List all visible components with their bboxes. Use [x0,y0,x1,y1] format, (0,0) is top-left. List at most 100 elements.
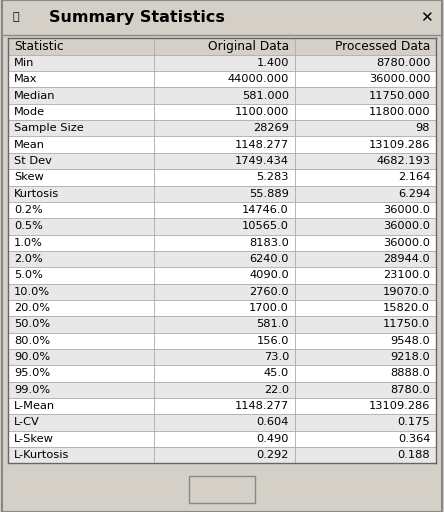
Text: 50.0%: 50.0% [14,319,50,329]
Text: Skew: Skew [14,173,44,182]
Text: 98: 98 [416,123,430,133]
Text: 1.400: 1.400 [257,58,289,68]
Text: 99.0%: 99.0% [14,385,50,395]
FancyBboxPatch shape [8,234,436,251]
FancyBboxPatch shape [8,349,436,365]
Text: 13109.286: 13109.286 [369,401,430,411]
Text: 6240.0: 6240.0 [250,254,289,264]
Text: 23100.0: 23100.0 [383,270,430,281]
FancyBboxPatch shape [8,414,436,431]
Text: 0.292: 0.292 [257,450,289,460]
Text: 0.490: 0.490 [257,434,289,444]
Text: 44000.000: 44000.000 [228,74,289,84]
Text: 19070.0: 19070.0 [383,287,430,297]
Text: 4090.0: 4090.0 [249,270,289,281]
Text: 11750.0: 11750.0 [383,319,430,329]
Text: 581.0: 581.0 [256,319,289,329]
FancyBboxPatch shape [8,153,436,169]
FancyBboxPatch shape [8,267,436,284]
Text: ✕: ✕ [420,10,433,25]
Text: 📊: 📊 [12,12,19,23]
FancyBboxPatch shape [8,202,436,218]
FancyBboxPatch shape [8,38,436,55]
Text: 2.164: 2.164 [398,173,430,182]
Text: Close: Close [205,483,239,496]
Text: 6.294: 6.294 [398,189,430,199]
FancyBboxPatch shape [8,284,436,300]
FancyBboxPatch shape [8,300,436,316]
Text: 36000.0: 36000.0 [383,205,430,215]
Text: Mode: Mode [14,107,45,117]
Text: 10565.0: 10565.0 [242,221,289,231]
Text: 36000.0: 36000.0 [383,238,430,248]
Text: 28944.0: 28944.0 [384,254,430,264]
FancyBboxPatch shape [8,365,436,381]
Text: Summary Statistics: Summary Statistics [49,10,225,25]
Text: 36000.0: 36000.0 [383,221,430,231]
Text: 0.2%: 0.2% [14,205,43,215]
Text: St Dev: St Dev [14,156,52,166]
Text: 9218.0: 9218.0 [390,352,430,362]
Text: 10.0%: 10.0% [14,287,50,297]
Text: 11800.000: 11800.000 [369,107,430,117]
FancyBboxPatch shape [8,316,436,333]
Text: Statistic: Statistic [14,40,63,53]
Text: 55.889: 55.889 [249,189,289,199]
Text: L-CV: L-CV [14,417,40,428]
Text: 20.0%: 20.0% [14,303,50,313]
FancyBboxPatch shape [8,218,436,234]
Text: Processed Data: Processed Data [335,40,430,53]
Text: 1100.000: 1100.000 [234,107,289,117]
Text: 0.188: 0.188 [398,450,430,460]
Text: 8183.0: 8183.0 [249,238,289,248]
Text: 15820.0: 15820.0 [383,303,430,313]
Text: L-Kurtosis: L-Kurtosis [14,450,69,460]
FancyBboxPatch shape [8,137,436,153]
FancyBboxPatch shape [8,447,436,463]
Text: 1.0%: 1.0% [14,238,43,248]
Text: 0.364: 0.364 [398,434,430,444]
Text: 0.5%: 0.5% [14,221,43,231]
Text: Max: Max [14,74,37,84]
Text: 0.604: 0.604 [257,417,289,428]
Text: 1749.434: 1749.434 [235,156,289,166]
Text: 9548.0: 9548.0 [390,336,430,346]
FancyBboxPatch shape [8,431,436,447]
Text: 90.0%: 90.0% [14,352,50,362]
Text: 80.0%: 80.0% [14,336,50,346]
Text: Median: Median [14,91,55,100]
FancyBboxPatch shape [8,104,436,120]
Text: Sample Size: Sample Size [14,123,83,133]
Text: 8780.000: 8780.000 [376,58,430,68]
FancyBboxPatch shape [8,169,436,185]
FancyBboxPatch shape [8,251,436,267]
FancyBboxPatch shape [189,476,255,503]
Text: Mean: Mean [14,140,45,150]
Text: L-Skew: L-Skew [14,434,54,444]
Text: 28269: 28269 [253,123,289,133]
Text: Min: Min [14,58,34,68]
Text: 11750.000: 11750.000 [369,91,430,100]
FancyBboxPatch shape [8,398,436,414]
Text: 4682.193: 4682.193 [376,156,430,166]
Text: 8780.0: 8780.0 [390,385,430,395]
Text: 5.283: 5.283 [257,173,289,182]
Text: 73.0: 73.0 [264,352,289,362]
Text: 2.0%: 2.0% [14,254,43,264]
FancyBboxPatch shape [8,55,436,71]
Text: Original Data: Original Data [208,40,289,53]
Text: 1148.277: 1148.277 [235,401,289,411]
Text: 581.000: 581.000 [242,91,289,100]
Text: 2760.0: 2760.0 [250,287,289,297]
Text: 95.0%: 95.0% [14,369,50,378]
Text: 13109.286: 13109.286 [369,140,430,150]
FancyBboxPatch shape [8,185,436,202]
FancyBboxPatch shape [8,88,436,104]
FancyBboxPatch shape [8,381,436,398]
Text: 36000.000: 36000.000 [369,74,430,84]
Text: 14746.0: 14746.0 [242,205,289,215]
Text: L-Mean: L-Mean [14,401,55,411]
Text: 1700.0: 1700.0 [249,303,289,313]
FancyBboxPatch shape [8,333,436,349]
Text: 156.0: 156.0 [257,336,289,346]
